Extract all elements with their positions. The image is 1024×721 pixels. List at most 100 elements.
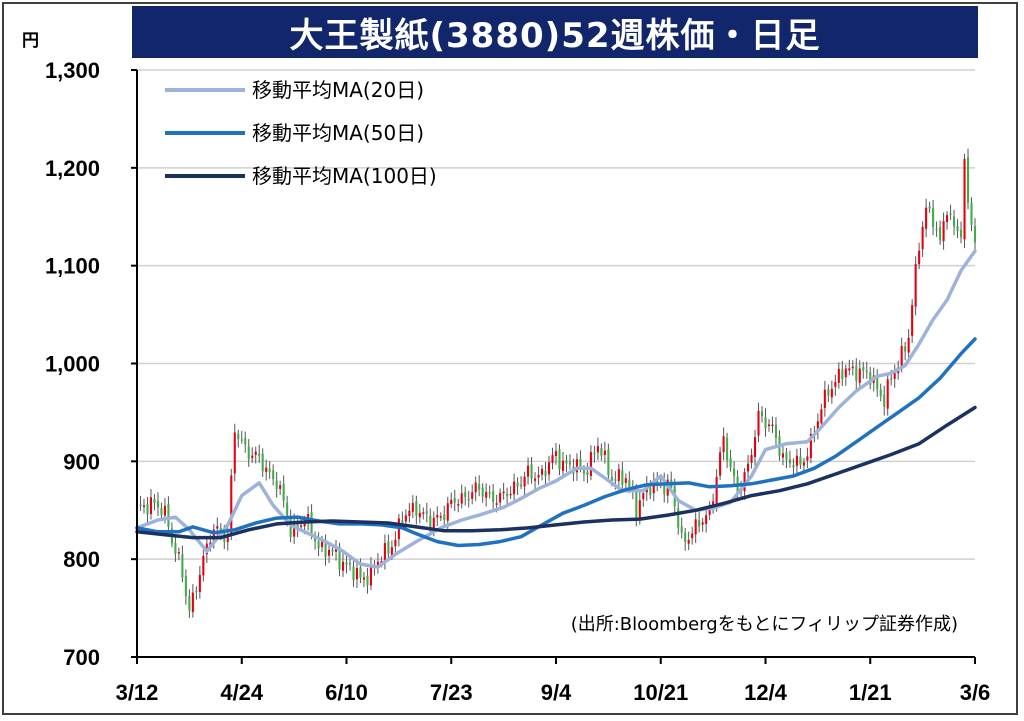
candle-body	[785, 452, 788, 460]
candle-body	[624, 478, 627, 483]
candle-body	[282, 483, 285, 501]
candle-body	[918, 250, 921, 265]
candle-body	[212, 529, 215, 542]
candle-body	[376, 561, 379, 566]
candle-body	[237, 433, 240, 440]
candle-body	[963, 158, 966, 240]
candle-body	[534, 478, 537, 481]
candle-body	[286, 502, 289, 518]
candle-body	[272, 470, 275, 480]
candle-body	[516, 482, 519, 487]
candle-body	[767, 424, 771, 427]
candle-body	[600, 447, 603, 456]
candle-body	[481, 487, 484, 497]
candle-body	[652, 479, 655, 494]
candle-body	[432, 517, 435, 529]
candle-body	[781, 453, 785, 458]
candle-body	[474, 482, 477, 493]
candle-body	[317, 541, 320, 549]
candle-body	[890, 378, 893, 380]
candle-body	[202, 555, 205, 576]
candle-body	[327, 549, 331, 556]
candle-body	[680, 526, 683, 533]
candle-body	[471, 492, 474, 499]
candle-body	[614, 479, 617, 481]
moving-average-lines	[135, 249, 977, 569]
candle-body	[848, 368, 851, 371]
candle-body	[939, 227, 942, 241]
candle-body	[593, 452, 596, 455]
candle-body	[425, 511, 428, 514]
y-tick-label: 700	[63, 645, 100, 670]
candle-body	[181, 553, 184, 578]
candle-body	[883, 394, 886, 407]
candle-body	[823, 389, 826, 408]
candle-body	[254, 451, 257, 455]
candle-body	[603, 450, 606, 455]
candle-body	[949, 213, 952, 215]
candle-body	[904, 346, 907, 352]
candle-body	[876, 376, 879, 390]
candle-body	[450, 499, 453, 504]
candle-body	[198, 574, 201, 592]
ma100-line	[135, 405, 977, 540]
candle-body	[764, 417, 767, 428]
candle-body	[523, 476, 526, 487]
title-banner: 大王製紙(3880)52週株価・日足	[132, 6, 978, 58]
y-axis-unit-label: 円	[22, 31, 39, 51]
candle-body	[334, 548, 338, 552]
candle-body	[275, 480, 278, 489]
candle-body	[467, 498, 470, 501]
candle-body	[184, 576, 187, 597]
candle-body	[820, 409, 823, 424]
candle-body	[300, 525, 303, 527]
candle-body	[795, 455, 798, 466]
candle-body	[156, 501, 159, 508]
candle-body	[865, 370, 868, 373]
axes: 700 800 900 1,000 1,100 1,200 1,300 3/12 4/24 6/1…	[45, 58, 990, 705]
candle-body	[457, 504, 460, 506]
candle-body	[771, 424, 774, 427]
candle-body	[443, 514, 446, 520]
candle-body	[729, 458, 732, 468]
candle-body	[488, 492, 491, 494]
legend-label: 移動平均MA(100日)	[252, 164, 437, 188]
candle-body	[799, 456, 802, 465]
chart-title: 大王製紙(3880)52週株価・日足	[289, 15, 821, 56]
candle-body	[834, 381, 837, 387]
candle-body	[191, 592, 194, 613]
candle-body	[411, 503, 414, 512]
candle-body	[914, 264, 917, 307]
candle-body	[338, 546, 341, 570]
candle-body	[369, 564, 372, 586]
candle-body	[743, 472, 746, 492]
candle-body	[628, 479, 631, 488]
candle-body	[921, 226, 924, 250]
candle-body	[970, 202, 973, 225]
candle-body	[837, 368, 840, 383]
candle-body	[149, 497, 153, 515]
candle-body	[635, 490, 638, 518]
candle-body	[390, 547, 393, 556]
candle-body	[520, 484, 523, 487]
candle-body	[687, 540, 690, 544]
candle-body	[160, 508, 163, 515]
candle-body	[757, 410, 760, 436]
candle-body	[708, 507, 711, 515]
candle-body	[642, 493, 645, 500]
y-tick-label: 900	[63, 449, 100, 474]
candle-body	[177, 551, 180, 554]
candle-body	[959, 229, 963, 238]
candle-body	[418, 512, 421, 518]
candle-body	[324, 542, 327, 558]
legend-ma20: 移動平均MA(20日)	[165, 78, 424, 102]
candle-body	[310, 512, 313, 536]
candle-body	[830, 388, 833, 398]
candle-body	[355, 568, 359, 580]
candle-body	[265, 467, 268, 472]
candle-body	[722, 436, 725, 453]
candle-body	[537, 475, 540, 478]
candle-body	[153, 499, 156, 503]
candle-body	[851, 366, 854, 369]
candle-body	[565, 460, 568, 464]
